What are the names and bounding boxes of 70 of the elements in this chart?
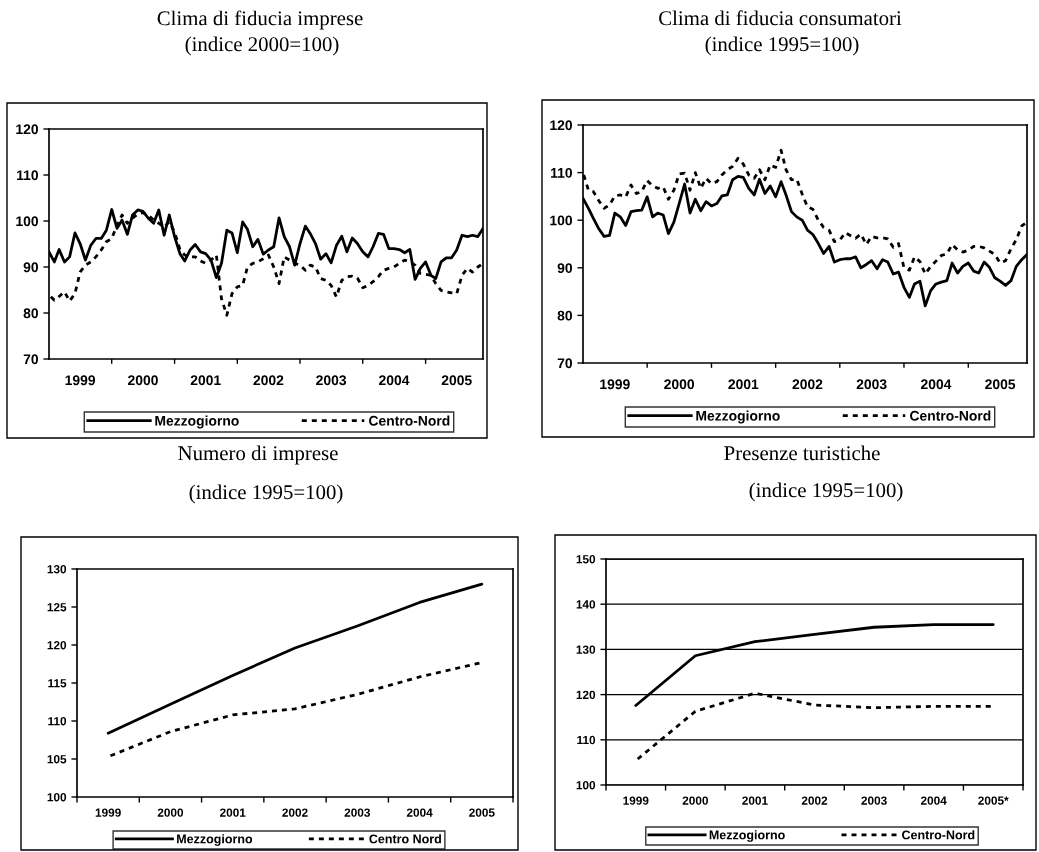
y-tick-label: 120 xyxy=(47,641,67,650)
y-tick-label: 100 xyxy=(576,781,596,790)
chart-subtitle: (indice 1995=100) xyxy=(705,36,859,56)
x-tick-label: 2005 xyxy=(469,808,495,817)
y-tick-label: 150 xyxy=(576,555,596,564)
legend-label: Mezzogiorno xyxy=(709,830,785,842)
legend-label: Centro-Nord xyxy=(369,415,450,426)
y-tick-label: 105 xyxy=(47,755,67,764)
x-tick-label: 1999 xyxy=(600,379,630,390)
line-series xyxy=(106,582,484,735)
y-tick-label: 120 xyxy=(16,124,39,135)
x-tick-label: 2003 xyxy=(861,796,887,805)
y-tick-label: 120 xyxy=(576,690,596,699)
x-tick-label: 2004 xyxy=(920,796,947,805)
x-tick-label: 2001 xyxy=(728,379,759,390)
y-tick-label: 130 xyxy=(47,565,67,574)
x-tick-label: 2000 xyxy=(128,375,158,386)
legend-label: Centro-Nord xyxy=(902,830,975,840)
x-tick-label: 2002 xyxy=(282,808,308,817)
y-tick-label: 130 xyxy=(576,645,596,654)
y-tick-label: 115 xyxy=(48,679,67,688)
y-tick-label: 110 xyxy=(48,717,67,726)
x-tick-label: 1999 xyxy=(65,375,96,386)
y-tick-label: 110 xyxy=(17,170,39,181)
y-tick-label: 100 xyxy=(550,215,573,226)
legend-label: Mezzogiorno xyxy=(177,834,253,846)
x-tick-label: 2005 xyxy=(441,375,472,386)
x-tick-label: 2000 xyxy=(157,808,184,817)
y-tick-label: 110 xyxy=(577,735,596,745)
x-tick-label: 1999 xyxy=(95,808,121,817)
y-tick-label: 80 xyxy=(23,308,39,319)
y-tick-label: 120 xyxy=(550,120,573,131)
y-tick-label: 100 xyxy=(16,216,39,227)
y-tick-label: 90 xyxy=(557,263,573,273)
chart-title: Clima di fiducia imprese xyxy=(157,10,363,30)
y-tick-label: 140 xyxy=(576,600,596,609)
chart-title: Clima di fiducia consumatori xyxy=(659,10,902,26)
legend-label: Centro Nord xyxy=(369,834,441,844)
legend-label: Mezzogiorno xyxy=(696,410,780,424)
legend-label: Mezzogiorno xyxy=(155,415,239,429)
x-tick-label: 2004 xyxy=(379,375,410,386)
chart-title: Numero di imprese xyxy=(178,445,338,465)
chart-title: Presenze turistiche xyxy=(724,445,880,461)
x-tick-label: 2001 xyxy=(190,375,221,386)
x-tick-label: 2003 xyxy=(856,379,887,390)
y-tick-label: 90 xyxy=(23,262,39,273)
y-tick-label: 80 xyxy=(557,310,573,321)
x-tick-label: 2001 xyxy=(219,808,246,817)
x-tick-label: 2003 xyxy=(316,375,347,386)
x-tick-label: 2004 xyxy=(406,808,433,817)
x-tick-label: 2000 xyxy=(682,796,709,805)
y-tick-label: 110 xyxy=(551,167,573,178)
x-tick-label: 1999 xyxy=(623,796,649,805)
y-tick-label: 70 xyxy=(557,358,573,369)
chart-subtitle: (indice 1995=100) xyxy=(189,484,343,504)
x-tick-label: 2005* xyxy=(978,796,1009,805)
x-tick-label: 2002 xyxy=(253,375,284,386)
chart-subtitle: (indice 2000=100) xyxy=(185,36,339,56)
x-tick-label: 2003 xyxy=(344,808,370,817)
chart-subtitle: (indice 1995=100) xyxy=(749,482,903,502)
x-tick-label: 2001 xyxy=(742,796,768,805)
x-tick-label: 2005 xyxy=(985,379,1016,390)
y-tick-label: 125 xyxy=(47,603,67,612)
x-tick-label: 2004 xyxy=(920,379,952,390)
x-tick-label: 2002 xyxy=(801,796,828,805)
y-tick-label: 100 xyxy=(47,793,67,802)
x-tick-label: 2002 xyxy=(792,379,823,390)
legend-label: Centro-Nord xyxy=(910,410,991,421)
y-tick-label: 70 xyxy=(23,354,39,365)
x-tick-label: 2000 xyxy=(664,379,695,390)
